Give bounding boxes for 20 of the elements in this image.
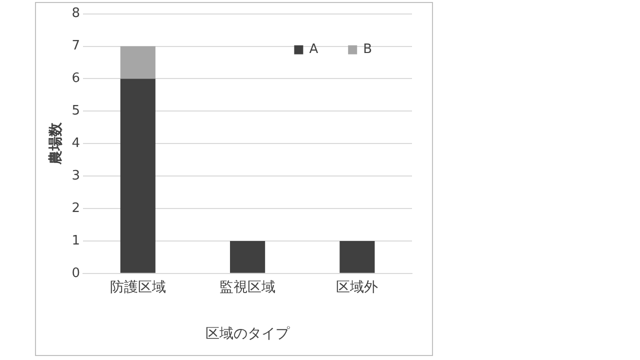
bar bbox=[230, 240, 266, 273]
y-tick-label: 4 bbox=[72, 136, 80, 151]
y-tick-label: 7 bbox=[72, 38, 80, 54]
y-tick-label: 3 bbox=[72, 168, 80, 184]
legend-label: A bbox=[309, 42, 318, 58]
y-tick-label: 8 bbox=[72, 6, 80, 22]
bar bbox=[120, 46, 156, 79]
y-tick-label: 1 bbox=[72, 233, 80, 248]
y-tick-label: 6 bbox=[72, 71, 80, 86]
x-tick-label: 区域外 bbox=[336, 279, 378, 296]
y-tick-label: 2 bbox=[72, 200, 80, 216]
x-tick-label: 防護区域 bbox=[110, 279, 166, 296]
bar bbox=[340, 240, 375, 273]
x-axis-title: 区域のタイプ bbox=[206, 326, 291, 342]
y-axis-title: 農場数 bbox=[48, 122, 64, 166]
y-tick-label: 0 bbox=[72, 266, 80, 281]
x-tick-label: 監視区域 bbox=[220, 279, 276, 296]
bar bbox=[120, 78, 156, 273]
y-tick-label: 5 bbox=[72, 104, 80, 119]
legend-label: B bbox=[363, 42, 372, 58]
